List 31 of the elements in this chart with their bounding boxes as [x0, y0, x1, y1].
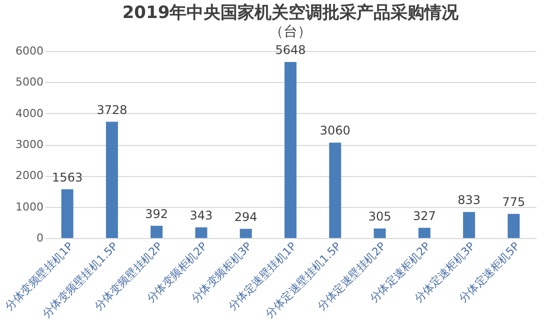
bar [106, 122, 118, 238]
y-tick-label: 5000 [16, 76, 44, 89]
bar [508, 214, 520, 238]
y-tick-label: 3000 [16, 138, 44, 151]
y-tick-label: 0 [36, 232, 44, 244]
data-label: 327 [412, 208, 436, 223]
y-tick-label: 4000 [16, 106, 44, 120]
bar [374, 228, 386, 238]
bar [61, 189, 74, 238]
bar [463, 212, 476, 238]
data-label: 1563 [52, 170, 83, 184]
data-label: 775 [502, 194, 526, 209]
data-label: 5648 [275, 42, 306, 57]
y-tick-label: 1000 [16, 200, 44, 214]
bar [418, 228, 430, 238]
data-label: 833 [458, 193, 480, 208]
data-label: 3060 [320, 124, 350, 138]
bar [240, 228, 252, 238]
bar [150, 226, 163, 238]
chart-title: 2019年中央国家机关空调批采产品采购情况 [122, 2, 460, 23]
y-tick-label: 2000 [16, 169, 44, 182]
chart-subtitle: （台） [270, 24, 312, 40]
bar [284, 62, 296, 238]
data-label: 294 [234, 210, 258, 224]
data-label: 343 [190, 208, 213, 222]
bar [329, 142, 342, 238]
y-tick-label: 6000 [16, 44, 44, 58]
data-label: 3728 [96, 102, 128, 117]
data-label: 392 [145, 206, 168, 221]
data-label: 305 [368, 209, 392, 224]
bar [195, 227, 208, 238]
